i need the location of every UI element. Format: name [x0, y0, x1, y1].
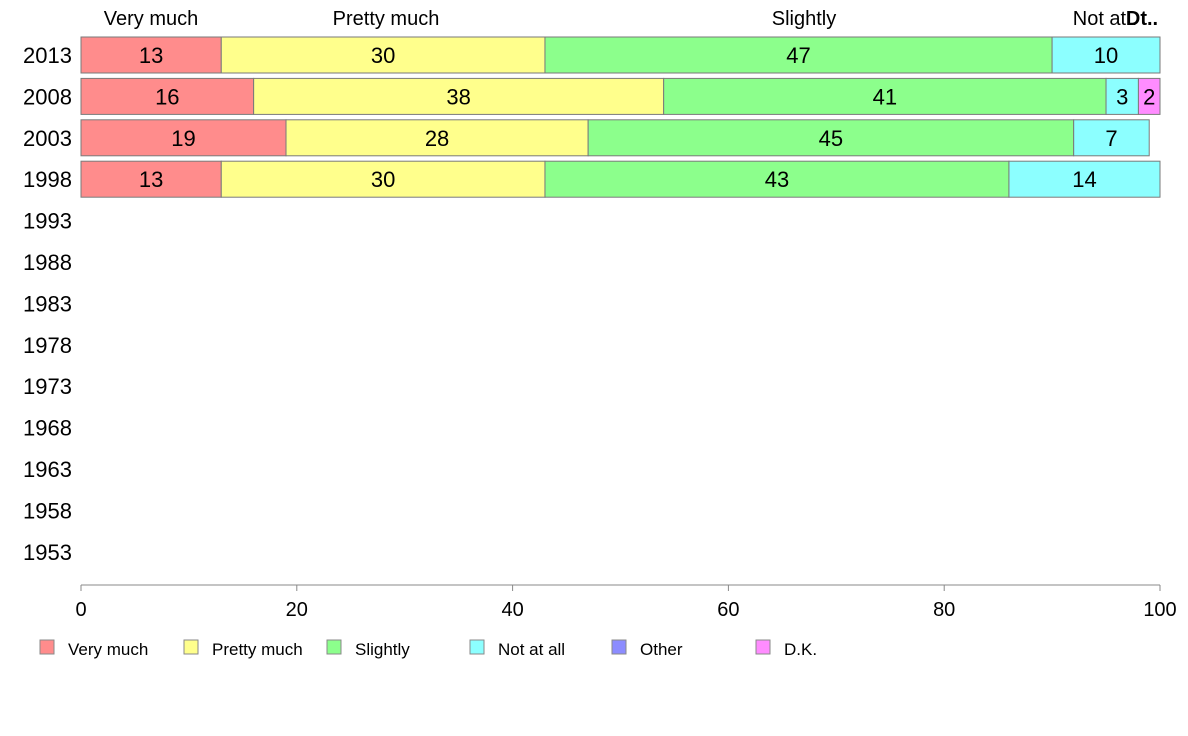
- y-tick-label: 1998: [23, 167, 72, 192]
- legend-label: Slightly: [355, 640, 410, 659]
- bar-segment: [220, 160, 546, 198]
- bar-value-label: 43: [765, 167, 789, 192]
- bar-value-label: 14: [1072, 167, 1096, 192]
- top-labels: Very much Pretty much Slightly Not at .Dt..: [104, 8, 1158, 30]
- top-label: Not at .: [1073, 8, 1137, 30]
- bar-value-label: 10: [1094, 43, 1118, 68]
- y-tick-label: 1973: [23, 374, 72, 399]
- bar-segment: [663, 77, 1107, 115]
- x-tick-label: 40: [501, 599, 523, 621]
- bar-segment: [1073, 119, 1150, 157]
- y-tick-label: 2003: [23, 126, 72, 151]
- bar-value-label: 13: [139, 43, 163, 68]
- bars: 13 30 47 10 16 38 41 3 2 19 28 45 7 13 30 43 14: [80, 36, 1161, 198]
- legend-swatch: [39, 639, 55, 655]
- bar-segment: [544, 160, 1010, 198]
- y-tick-label: 1958: [23, 498, 72, 523]
- bar-segment: [253, 77, 665, 115]
- bar-value-label: 19: [171, 126, 195, 151]
- bar-value-label: 16: [155, 84, 179, 109]
- legend-label: Not at all: [498, 640, 565, 659]
- legend-swatch: [183, 639, 199, 655]
- bar-segment: [220, 36, 546, 74]
- legend-swatch: [469, 639, 485, 655]
- legend-swatch: [326, 639, 342, 655]
- x-tick-label: 20: [286, 599, 308, 621]
- x-tick-label: 60: [717, 599, 739, 621]
- bar-segment: [80, 77, 255, 115]
- top-label: Slightly: [772, 8, 836, 30]
- legend-label: Other: [640, 640, 683, 659]
- y-tick-label: 1978: [23, 333, 72, 358]
- legend-label: D.K.: [784, 640, 817, 659]
- bar-segment: [587, 119, 1075, 157]
- bar-value-label: 13: [139, 167, 163, 192]
- y-tick-label: 1988: [23, 250, 72, 275]
- bar-value-label: 7: [1105, 126, 1117, 151]
- legend-label: Pretty much: [212, 640, 303, 659]
- bar-segment: [80, 119, 287, 157]
- top-label: Pretty much: [333, 8, 440, 30]
- bar-value-label: 47: [786, 43, 810, 68]
- legend-label: Very much: [68, 640, 148, 659]
- bar-value-label: 41: [873, 84, 897, 109]
- bar-value-label: 2: [1143, 84, 1155, 109]
- x-tick-label: 0: [75, 599, 86, 621]
- y-tick-label: 1968: [23, 416, 72, 441]
- bar-segment: [1137, 77, 1161, 115]
- x-axis: 0 20 40 60 80 100: [75, 584, 1177, 621]
- y-tick-label: 1953: [23, 540, 72, 565]
- y-tick-label: 2013: [23, 43, 72, 68]
- bar-value-label: 38: [446, 84, 470, 109]
- top-label: Dt..: [1126, 8, 1158, 30]
- bar-value-label: 28: [425, 126, 449, 151]
- y-tick-label: 1963: [23, 457, 72, 482]
- bar-segment: [1051, 36, 1161, 74]
- x-tick-label: 100: [1143, 599, 1176, 621]
- bar-segment: [285, 119, 589, 157]
- legend-swatch: [611, 639, 627, 655]
- x-tick-label: 80: [933, 599, 955, 621]
- y-tick-label: 1993: [23, 209, 72, 234]
- bar-value-label: 45: [819, 126, 843, 151]
- bar-value-label: 30: [371, 43, 395, 68]
- y-tick-label: 1983: [23, 291, 72, 316]
- bar-value-label: 3: [1116, 84, 1128, 109]
- y-tick-label: 2008: [23, 84, 72, 109]
- bar-segment: [1105, 77, 1139, 115]
- legend-swatch: [755, 639, 771, 655]
- legend: Very much Pretty much Slightly Not at all Ot…: [39, 639, 817, 659]
- y-axis-labels: 2013 2008 2003 1998 1993 1988 1983 1978 1973 1968…: [23, 43, 72, 565]
- bar-value-label: 30: [371, 167, 395, 192]
- top-label: Very much: [104, 8, 198, 30]
- bar-segment: [1008, 160, 1161, 198]
